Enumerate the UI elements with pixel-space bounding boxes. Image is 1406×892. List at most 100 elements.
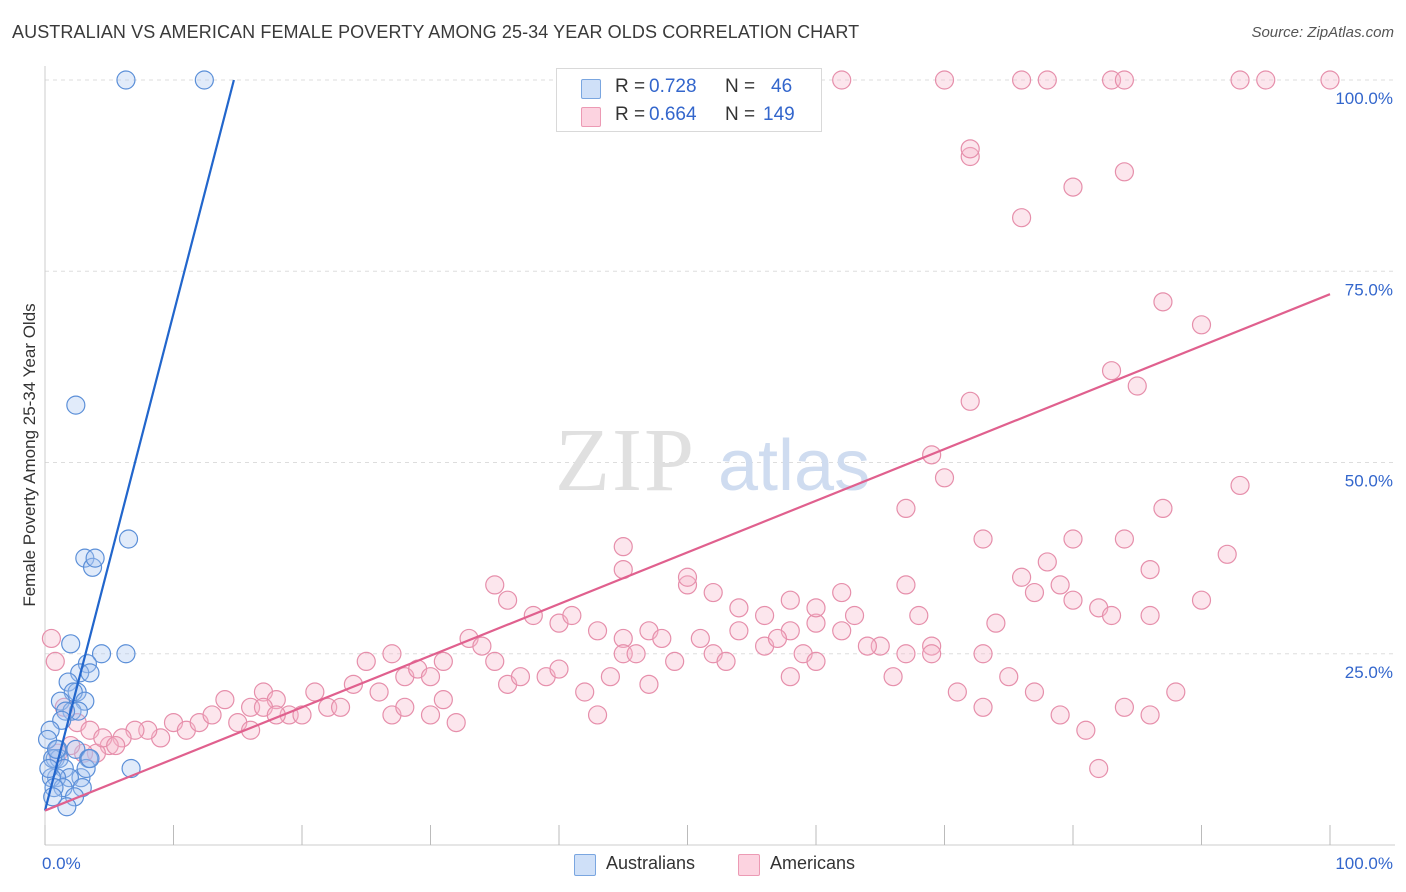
data-point bbox=[75, 691, 95, 711]
data-point bbox=[665, 651, 685, 672]
data-point bbox=[767, 628, 788, 649]
data-point bbox=[1063, 177, 1083, 197]
data-point bbox=[832, 621, 852, 641]
data-point bbox=[960, 146, 980, 167]
data-point bbox=[66, 395, 86, 415]
data-point bbox=[106, 735, 126, 756]
data-point bbox=[1191, 590, 1212, 610]
data-point bbox=[832, 70, 852, 90]
data-point bbox=[626, 644, 646, 664]
data-point bbox=[587, 621, 608, 641]
data-point bbox=[1114, 697, 1135, 717]
data-point bbox=[896, 575, 916, 595]
data-point bbox=[446, 712, 466, 733]
data-point bbox=[1256, 70, 1276, 90]
n-value-australians: 46 bbox=[771, 76, 793, 97]
data-point bbox=[806, 598, 826, 618]
data-point bbox=[729, 598, 749, 618]
data-point bbox=[369, 682, 389, 702]
data-point bbox=[395, 697, 415, 717]
data-point bbox=[116, 70, 136, 90]
x-tick-label: 100.0% bbox=[1335, 854, 1393, 873]
data-point bbox=[194, 70, 214, 90]
data-point bbox=[1037, 552, 1057, 572]
data-point bbox=[703, 582, 723, 603]
americans-swatch bbox=[581, 107, 601, 127]
data-point bbox=[960, 391, 980, 411]
data-point bbox=[922, 644, 942, 664]
data-point bbox=[960, 139, 980, 159]
data-point bbox=[1320, 70, 1340, 90]
data-point bbox=[76, 758, 96, 779]
data-point bbox=[356, 651, 376, 672]
data-point bbox=[639, 674, 659, 694]
data-point bbox=[844, 605, 865, 626]
data-point bbox=[613, 537, 633, 557]
tick-labels: 25.0% 50.0% 75.0% 100.0% 0.0% 100.0% bbox=[42, 89, 1393, 873]
data-point bbox=[896, 498, 916, 518]
data-point bbox=[215, 690, 235, 710]
data-point bbox=[1114, 529, 1135, 549]
y-tick-label: 25.0% bbox=[1345, 663, 1393, 682]
y-tick-label: 75.0% bbox=[1345, 280, 1393, 299]
watermark-zip: ZIP bbox=[555, 411, 696, 510]
data-point bbox=[896, 644, 916, 664]
data-point bbox=[690, 628, 710, 649]
grid-lines bbox=[45, 79, 1395, 655]
australians-points bbox=[37, 70, 214, 817]
r-value-australians: 0.728 bbox=[649, 76, 697, 97]
y-axis-label: Female Poverty Among 25-34 Year Olds bbox=[20, 303, 39, 607]
data-point bbox=[999, 667, 1019, 687]
data-point bbox=[420, 667, 441, 687]
data-point bbox=[587, 705, 608, 725]
data-point bbox=[498, 590, 518, 610]
data-point bbox=[1114, 70, 1135, 90]
data-point bbox=[729, 621, 749, 641]
stats-row-americans: R = 0.664 N = 149 bbox=[557, 101, 821, 129]
data-point bbox=[1127, 376, 1147, 396]
data-point bbox=[382, 644, 402, 664]
y-tick-label: 50.0% bbox=[1345, 472, 1393, 491]
data-point bbox=[1166, 682, 1186, 702]
watermark: ZIP atlas bbox=[555, 411, 870, 510]
data-point bbox=[57, 797, 77, 817]
data-point bbox=[1153, 498, 1173, 518]
data-point bbox=[1037, 70, 1057, 90]
australians-swatch bbox=[581, 79, 601, 99]
data-point bbox=[613, 628, 633, 649]
data-point bbox=[754, 605, 775, 626]
data-point bbox=[806, 613, 826, 633]
legend-label-australians: Australians bbox=[606, 853, 696, 873]
data-point bbox=[973, 529, 993, 549]
data-point bbox=[116, 644, 136, 664]
data-point bbox=[973, 644, 993, 664]
data-point bbox=[947, 682, 967, 702]
data-point bbox=[1050, 575, 1070, 595]
data-point bbox=[600, 667, 621, 687]
data-point bbox=[677, 575, 698, 595]
data-point bbox=[330, 697, 351, 717]
data-point bbox=[832, 582, 852, 603]
data-point bbox=[485, 575, 505, 595]
legend-label-americans: Americans bbox=[770, 853, 856, 873]
data-point bbox=[549, 659, 569, 679]
data-point bbox=[1024, 682, 1045, 702]
data-point bbox=[202, 705, 222, 725]
data-point bbox=[1140, 605, 1160, 626]
data-point bbox=[91, 644, 112, 664]
data-point bbox=[562, 605, 582, 626]
data-point bbox=[305, 682, 325, 702]
data-point bbox=[292, 705, 312, 725]
data-point bbox=[986, 613, 1006, 633]
data-point bbox=[1076, 720, 1096, 740]
data-point bbox=[1101, 361, 1122, 381]
x-tick-label: 0.0% bbox=[42, 854, 81, 873]
trend-lines bbox=[43, 79, 1331, 812]
legend-swatch-australians bbox=[574, 854, 596, 876]
axes bbox=[44, 66, 1395, 846]
data-point bbox=[485, 651, 505, 672]
data-point bbox=[85, 548, 105, 568]
data-point bbox=[716, 651, 736, 672]
source-label: Source: ZipAtlas.com bbox=[1251, 24, 1394, 41]
data-point bbox=[472, 636, 492, 656]
